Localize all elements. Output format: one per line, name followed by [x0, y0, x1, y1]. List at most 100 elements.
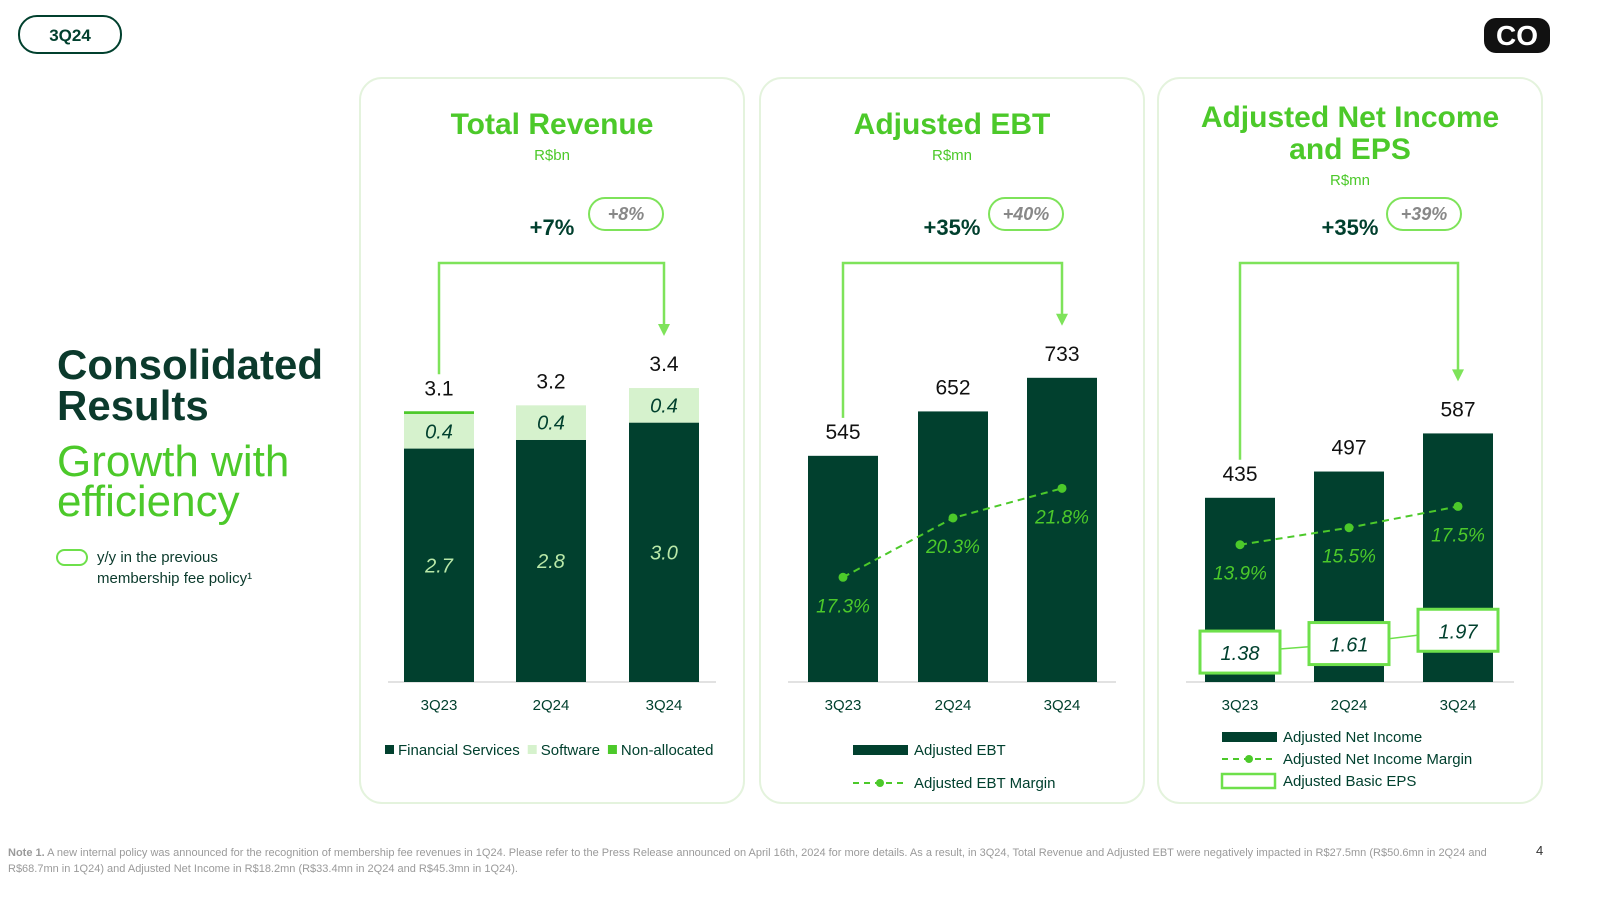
growth-bracket	[1238, 261, 1460, 460]
legend-swatch	[385, 745, 394, 754]
legend-swatch	[1220, 772, 1277, 790]
margin-point	[838, 572, 848, 582]
chart-subtitle: R$mn	[1329, 172, 1370, 189]
eps-box	[1307, 621, 1391, 667]
note-text: A new internal policy was announced for …	[8, 847, 1487, 875]
x-tick-label: 3Q23	[421, 697, 458, 714]
intro-title: Consolidated Results	[57, 341, 324, 429]
legend-swatch	[1222, 732, 1277, 742]
bar-value-label: 545	[825, 421, 860, 444]
chart-title: Adjusted EBT	[853, 108, 1051, 141]
growth: +7%	[530, 215, 575, 240]
footnote: Note 1. A new internal policy was announ…	[8, 845, 1498, 877]
margin-point	[1453, 501, 1463, 511]
bar-value-label: 0.4	[537, 413, 565, 435]
legend-label: Non-allocated	[621, 742, 714, 759]
tag-text: 3Q24	[49, 26, 91, 45]
eps-box	[1416, 607, 1500, 653]
x-tick-label: 3Q23	[825, 697, 862, 714]
chart-title: Total Revenue	[450, 108, 654, 141]
growth-prev: +40%	[1003, 204, 1050, 224]
bar-total-label: 3.4	[649, 353, 679, 376]
x-tick-label: 2Q24	[533, 697, 570, 714]
bar-segment	[516, 439, 586, 682]
x-tick-label: 3Q24	[1440, 697, 1477, 714]
legend-swatch	[853, 745, 908, 755]
growth-prev: +39%	[1401, 204, 1448, 224]
chart-subtitle: R$bn	[534, 147, 570, 164]
bar-value-label: 3.0	[650, 542, 678, 564]
margin-label: 13.9%	[1213, 564, 1267, 585]
intro-subtitle: Growth with efficiency	[57, 437, 290, 526]
bar-value-label: 497	[1331, 437, 1366, 460]
chart-title: Adjusted Net Income and EPS	[1200, 101, 1500, 166]
legend-label: Adjusted Net Income Margin	[1283, 751, 1472, 768]
chart-header: Total Revenue R$bn	[360, 108, 744, 165]
bar-segment	[404, 448, 474, 682]
bar-value-label: 2.7	[424, 555, 454, 577]
margin-point	[1057, 483, 1067, 493]
legend-label: Financial Services	[398, 742, 520, 759]
growth-bracket	[437, 261, 666, 375]
eps-box	[1198, 629, 1282, 675]
bar	[918, 411, 988, 682]
margin-point	[1235, 540, 1245, 550]
legend-label: Adjusted EBT	[914, 742, 1006, 759]
x-tick-label: 2Q24	[1331, 697, 1368, 714]
bar-total-label: 3.2	[536, 370, 565, 393]
bar-total-label: 3.1	[424, 377, 453, 400]
margin-label: 20.3%	[925, 537, 980, 558]
bar-segment	[629, 388, 699, 423]
bar-segment-edge	[404, 411, 474, 414]
margin-point	[948, 513, 958, 523]
margin-point	[1344, 523, 1354, 533]
growth-arrow	[1056, 313, 1068, 326]
bar	[808, 455, 878, 682]
bar-segment	[516, 405, 586, 440]
growth-arrow	[1452, 369, 1464, 382]
margin-label: 15.5%	[1322, 547, 1376, 568]
growth: +35%	[924, 215, 981, 240]
bar-segment	[404, 413, 474, 449]
eps-label: 1.38	[1221, 643, 1260, 665]
x-tick-label: 3Q24	[1044, 697, 1081, 714]
bar-value-label: 0.4	[425, 421, 453, 443]
logo-text: CO	[1496, 20, 1538, 51]
bar-value-label: 435	[1222, 463, 1257, 486]
eps-label: 1.61	[1330, 635, 1369, 657]
bar-value-label: 587	[1440, 398, 1475, 421]
bar-value-label: 2.8	[536, 551, 565, 573]
page-number: 4	[1536, 843, 1544, 858]
growth-prev-pill	[588, 197, 664, 231]
legend-swatch-dot	[876, 779, 884, 787]
legend-label: Adjusted Basic EPS	[1283, 773, 1416, 790]
x-tick-label: 3Q24	[646, 697, 683, 714]
margin-label: 17.3%	[816, 596, 870, 617]
bar-value-label: 0.4	[650, 395, 678, 417]
growth-prev-pill	[1386, 197, 1462, 231]
margin-label: 17.5%	[1431, 525, 1485, 546]
bar-value-label: 733	[1044, 343, 1079, 366]
growth-arrow	[658, 324, 670, 337]
note-pill	[56, 549, 88, 566]
growth-bracket	[841, 261, 1064, 418]
note-label: Note 1.	[8, 847, 45, 859]
tag-pill	[18, 15, 122, 54]
growth: +35%	[1322, 215, 1379, 240]
intro-note: y/y in the previous membership fee polic…	[97, 549, 253, 587]
legend-label: Adjusted EBT Margin	[914, 775, 1055, 792]
legend-label: Adjusted Net Income	[1283, 729, 1422, 746]
growth-prev-pill	[988, 197, 1064, 231]
bar-value-label: 652	[935, 376, 970, 399]
chart-subtitle: R$mn	[931, 147, 972, 164]
legend-label: Software	[541, 742, 600, 759]
logo	[1484, 18, 1550, 53]
margin-label: 21.8%	[1034, 507, 1089, 528]
eps-label: 1.97	[1439, 621, 1479, 643]
chart-header: Adjusted Net Income and EPS R$mn	[1158, 101, 1542, 190]
legend-swatch	[527, 745, 537, 754]
bar	[1027, 377, 1097, 682]
x-tick-label: 2Q24	[935, 697, 972, 714]
